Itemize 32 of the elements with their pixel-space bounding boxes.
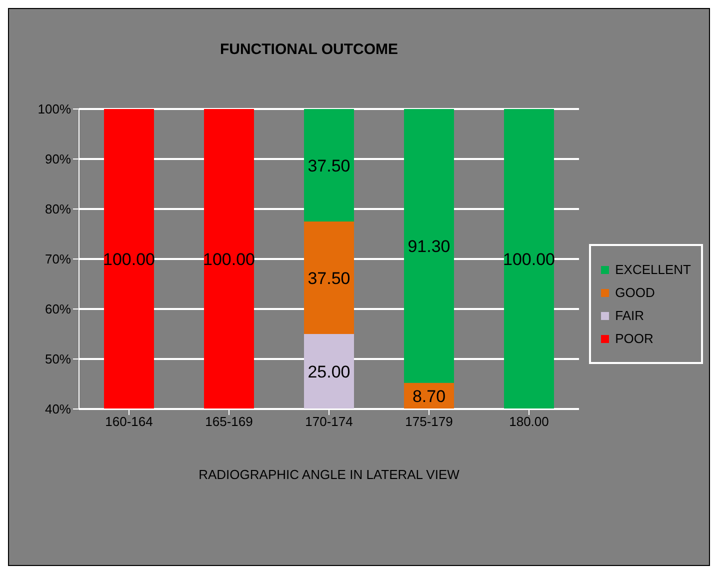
- x-axis-title: RADIOGRAPHIC ANGLE IN LATERAL VIEW: [198, 467, 460, 482]
- data-label: 100.00: [103, 250, 155, 270]
- y-tick-label: 100%: [38, 102, 72, 117]
- data-label: 25.00: [308, 362, 350, 382]
- x-tick-label: 165-169: [205, 414, 253, 430]
- y-tick-label: 90%: [44, 152, 72, 167]
- x-tick-label: 160-164: [105, 414, 153, 430]
- data-label: 37.50: [308, 156, 350, 176]
- bar: [104, 109, 154, 409]
- data-label: 100.00: [203, 250, 255, 270]
- y-tick-label: 80%: [44, 202, 72, 217]
- legend-label: FAIR: [615, 308, 644, 323]
- legend-label: EXCELLENT: [615, 262, 691, 277]
- bar: [304, 222, 354, 334]
- chart-title: FUNCTIONAL OUTCOME: [218, 41, 400, 58]
- x-tick-label: 170-174: [305, 414, 353, 430]
- y-tick-label: 40%: [44, 402, 72, 417]
- bar: [304, 334, 354, 409]
- bar: [504, 109, 554, 409]
- data-label: 8.70: [412, 386, 446, 406]
- legend-label: POOR: [615, 331, 654, 346]
- data-label: 91.30: [408, 236, 450, 256]
- x-tick-label: 175-179: [405, 414, 453, 430]
- bar: [204, 109, 254, 409]
- bar: [404, 109, 454, 383]
- x-tick-label: 180.00: [509, 414, 549, 430]
- data-label: 37.50: [308, 268, 350, 288]
- bar: [304, 109, 354, 222]
- y-tick-label: 60%: [44, 302, 72, 317]
- y-tick-label: 50%: [44, 352, 72, 367]
- y-tick-label: 70%: [44, 252, 72, 267]
- legend-label: GOOD: [615, 285, 655, 300]
